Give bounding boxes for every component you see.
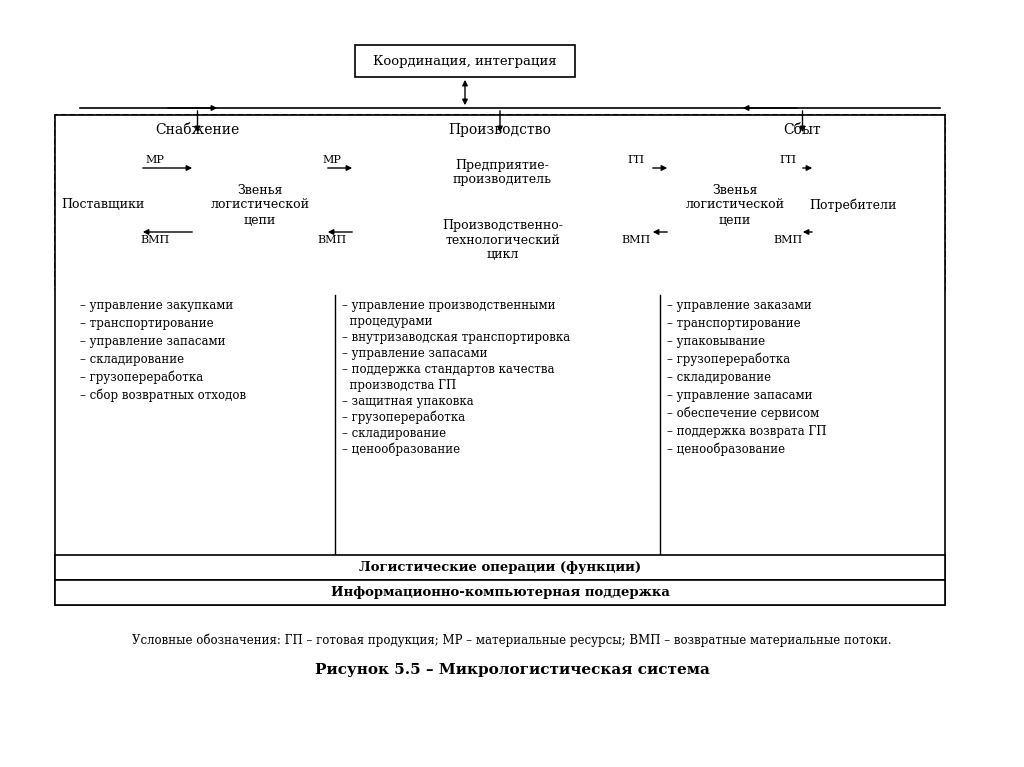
Text: – грузопереработка: – грузопереработка [342,410,465,423]
FancyBboxPatch shape [815,145,890,265]
Text: ВМП: ВМП [773,235,803,245]
Text: ГП: ГП [779,155,797,165]
Text: – защитная упаковка: – защитная упаковка [342,394,474,407]
Text: Звенья
логистической
цепи: Звенья логистической цепи [685,183,784,226]
Text: ВМП: ВМП [622,235,650,245]
Text: – внутризаводская транспортировка: – внутризаводская транспортировка [342,331,570,344]
FancyBboxPatch shape [355,145,650,200]
Text: Поставщики: Поставщики [60,199,144,212]
Text: ВМП: ВМП [317,235,347,245]
FancyBboxPatch shape [355,205,650,275]
Text: производства ГП: производства ГП [342,378,457,391]
Text: Координация, интеграция: Координация, интеграция [373,54,557,67]
Text: – грузопереработка: – грузопереработка [80,370,203,384]
Text: МР: МР [323,155,341,165]
Text: – управление запасами: – управление запасами [667,389,812,401]
FancyBboxPatch shape [55,555,945,580]
Text: – управление запасами: – управление запасами [342,347,487,360]
Text: ГП: ГП [628,155,644,165]
Text: – обеспечение сервисом: – обеспечение сервисом [667,407,819,420]
Text: – поддержка стандартов качества: – поддержка стандартов качества [342,363,555,376]
Text: Логистические операции (функции): Логистические операции (функции) [359,561,641,574]
Text: – транспортирование: – транспортирование [667,317,801,330]
Text: – складирование: – складирование [667,370,771,384]
FancyBboxPatch shape [65,145,140,265]
Text: ВМП: ВМП [140,235,170,245]
FancyBboxPatch shape [355,45,575,77]
FancyBboxPatch shape [195,145,325,265]
Text: Информационно-компьютерная поддержка: Информационно-компьютерная поддержка [331,586,670,599]
Text: Производственно-
технологический
цикл: Производственно- технологический цикл [442,219,563,262]
Text: Производство: Производство [449,123,552,137]
Text: – управление закупками: – управление закупками [80,298,233,311]
Text: – сбор возвратных отходов: – сбор возвратных отходов [80,388,246,402]
Text: – ценообразование: – ценообразование [342,443,460,456]
Text: МР: МР [145,155,165,165]
Text: Предприятие-
производитель: Предприятие- производитель [453,159,552,186]
Text: Снабжение: Снабжение [156,123,240,137]
FancyBboxPatch shape [55,115,945,605]
Text: – управление производственными: – управление производственными [342,298,555,311]
Text: – транспортирование: – транспортирование [80,317,214,330]
Text: – управление заказами: – управление заказами [667,298,812,311]
Text: – управление запасами: – управление запасами [80,334,225,347]
Text: Рисунок 5.5 – Микрологистическая система: Рисунок 5.5 – Микрологистическая система [314,663,710,677]
FancyBboxPatch shape [670,145,800,265]
Text: Сбыт: Сбыт [783,123,821,137]
Text: – складирование: – складирование [342,426,446,439]
Text: Потребители: Потребители [809,198,896,212]
Text: – грузопереработка: – грузопереработка [667,352,791,366]
Text: Условные обозначения: ГП – готовая продукция; МР – материальные ресурсы; ВМП – в: Условные обозначения: ГП – готовая проду… [132,634,892,647]
Text: процедурами: процедурами [342,314,432,328]
FancyBboxPatch shape [55,580,945,605]
Text: – упаковывание: – упаковывание [667,334,765,347]
Text: – складирование: – складирование [80,353,184,366]
Text: Звенья
логистической
цепи: Звенья логистической цепи [211,183,309,226]
Text: – поддержка возврата ГП: – поддержка возврата ГП [667,424,826,437]
Text: – ценообразование: – ценообразование [667,443,785,456]
